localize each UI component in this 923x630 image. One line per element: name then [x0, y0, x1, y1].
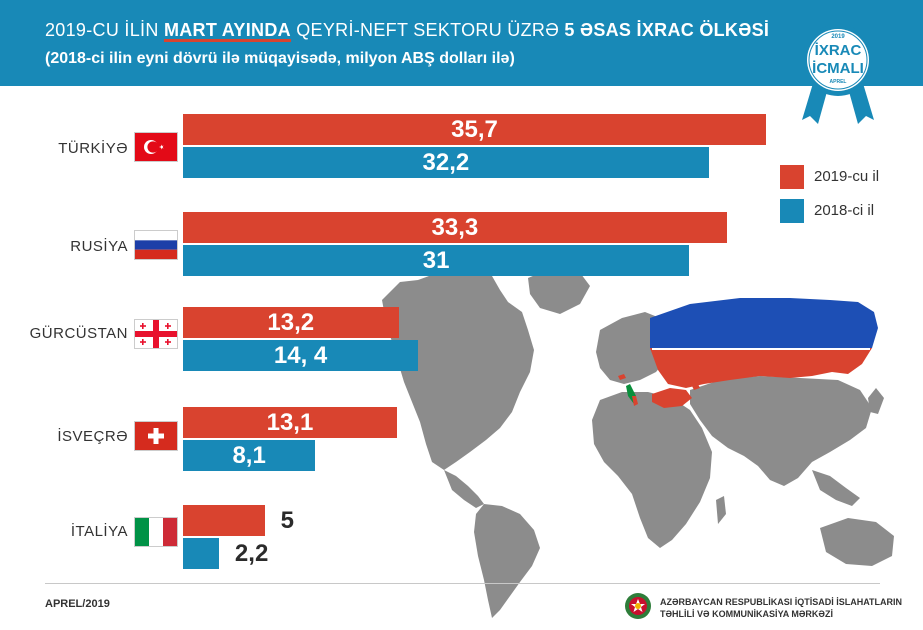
bar-label-rusiya-2019: 33,3 — [431, 214, 479, 241]
bar-label-italiya-2019: 5 — [280, 507, 294, 534]
map-central-america — [444, 470, 484, 508]
map-asia — [690, 376, 872, 486]
bar-rusiya-2018 — [183, 245, 690, 276]
map-switzerland — [618, 374, 626, 380]
badge-year: 2019 — [831, 34, 845, 40]
map-russia-blue — [650, 298, 878, 348]
map-africa — [592, 392, 712, 548]
map-italy-red — [632, 396, 638, 406]
footer-org-line1: AZƏRBAYCAN RESPUBLİKASI İQTİSADİ İSLAHAT… — [660, 597, 903, 607]
russia-flag-icon — [135, 231, 177, 259]
bar-isvecre-2018 — [183, 440, 316, 471]
page-title: 2019-CU İLİN MART AYINDA QEYRİ-NEFT SEKT… — [45, 20, 769, 41]
country-label-gurcustan: GÜRCÜSTAN — [29, 325, 128, 342]
map-greenland — [528, 268, 590, 314]
map-australia — [820, 518, 894, 566]
bar-label-turkiye-2018: 32,2 — [422, 149, 470, 176]
badge-month: APREL — [830, 79, 847, 85]
country-label-isvecre: İSVEÇRƏ — [57, 428, 128, 445]
bar-italiya-2019 — [183, 505, 265, 536]
country-label-italiya: İTALİYA — [70, 523, 128, 540]
map-turkey — [652, 388, 692, 408]
bar-label-turkiye-2019: 35,7 — [451, 116, 498, 143]
bar-label-gurcustan-2018: 14, 4 — [273, 342, 328, 369]
title-part1: 2019-CU İLİN — [45, 20, 164, 40]
map-southeast-asia — [812, 470, 860, 506]
title-part2: QEYRİ-NEFT SEKTORU ÜZRƏ — [290, 20, 565, 40]
legend-swatch-2018 — [780, 199, 804, 223]
footer-organization: AZƏRBAYCAN RESPUBLİKASI İQTİSADİ İSLAHAT… — [660, 596, 902, 620]
state-emblem-icon — [625, 593, 651, 619]
ixrac-icmali-badge-icon: 2019 İXRAC İCMALI APREL — [802, 24, 874, 124]
bar-rusiya-2019 — [183, 212, 727, 243]
bar-label-isvecre-2018: 8,1 — [232, 442, 266, 469]
country-label-turkiye: TÜRKİYƏ — [58, 140, 128, 157]
footer-divider — [45, 583, 880, 584]
bar-isvecre-2019 — [183, 407, 397, 438]
bar-label-gurcustan-2019: 13,2 — [267, 309, 315, 336]
bar-turkiye-2018 — [183, 147, 709, 178]
map-russia-white — [652, 348, 870, 350]
footer-org-line2: TƏHLİLİ VƏ KOMMUNİKASİYA MƏRKƏZİ — [660, 609, 833, 619]
badge-line1: İXRAC — [815, 42, 862, 59]
map-madagascar — [716, 496, 726, 524]
footer-date: APREL/2019 — [45, 598, 110, 610]
bar-gurcustan-2019 — [183, 307, 399, 338]
legend-swatch-2019 — [780, 165, 804, 189]
georgia-flag-icon — [135, 320, 177, 348]
header-bar — [0, 0, 923, 86]
legend-label-2018: 2018-ci il — [814, 202, 875, 219]
bar-turkiye-2019 — [183, 114, 766, 145]
map-japan — [868, 388, 884, 414]
title-bold: 5 ƏSAS İXRAC ÖLKƏSİ — [564, 20, 770, 40]
map-russia-red — [650, 348, 872, 388]
title-highlight: MART AYINDA — [163, 20, 291, 40]
map-georgia — [692, 384, 700, 390]
badge-line2: İCMALI — [812, 60, 864, 77]
map-north-america — [382, 262, 534, 470]
map-south-america — [474, 504, 540, 618]
legend-label-2019: 2019-cu il — [814, 168, 880, 185]
bar-label-isvecre-2019: 13,1 — [266, 409, 314, 436]
page-subtitle: (2018-ci ilin eyni dövrü ilə müqayisədə,… — [45, 50, 515, 67]
switzerland-flag-icon — [135, 422, 177, 450]
turkey-flag-icon — [135, 133, 177, 161]
bar-label-italiya-2018: 2,2 — [234, 540, 269, 567]
bar-gurcustan-2018 — [183, 340, 419, 371]
country-label-rusiya: RUSİYA — [70, 238, 128, 255]
bar-label-rusiya-2018: 31 — [422, 247, 450, 274]
bar-italiya-2018 — [183, 538, 219, 569]
italy-flag-icon — [135, 518, 177, 546]
